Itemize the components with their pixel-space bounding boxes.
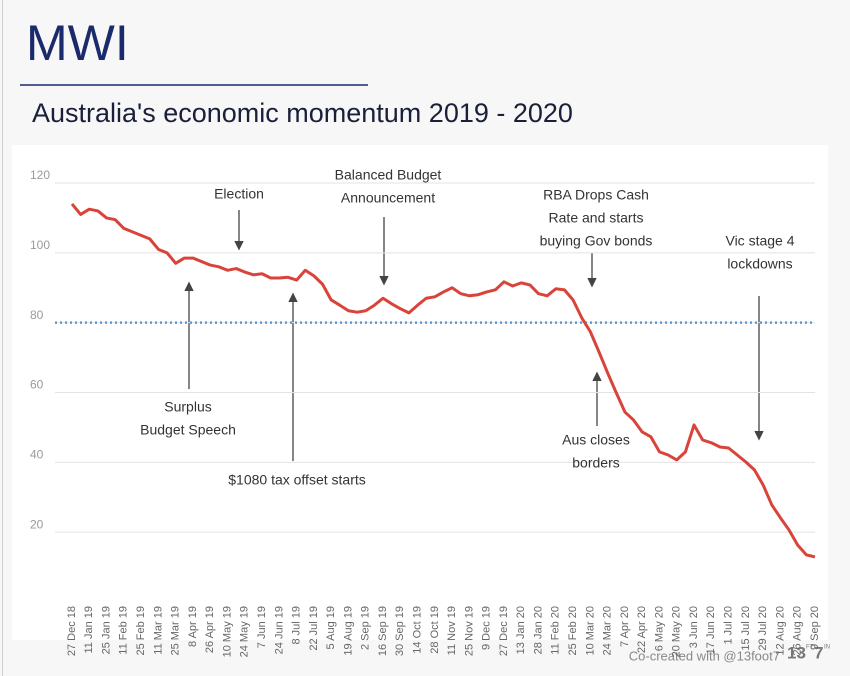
x-tick-label: 26 Apr 19 — [204, 606, 216, 653]
x-tick-label: 8 Apr 19 — [187, 606, 199, 647]
annotation: lockdowns — [727, 256, 792, 272]
annotation: Announcement — [341, 190, 435, 206]
x-tick-label: 13 Jan 20 — [515, 606, 527, 654]
x-tick-label: 22 Jul 19 — [308, 606, 320, 651]
x-tick-label: 6 May 20 — [653, 606, 665, 651]
y-tick-label: 100 — [30, 238, 50, 252]
x-tick-label: 7 Jun 19 — [256, 606, 268, 648]
x-tick-label: 27 Dec 19 — [498, 606, 510, 656]
x-tick-label: 25 Mar 19 — [170, 606, 182, 656]
x-tick-label: 10 May 19 — [221, 606, 233, 657]
x-tick-label: 7 Apr 20 — [619, 606, 631, 647]
annotation: Balanced Budget — [335, 167, 442, 183]
annotation: Aus closes — [562, 432, 630, 448]
annotation: Budget Speech — [140, 422, 236, 438]
logo-text: FT — [806, 645, 814, 651]
x-tick-label: 28 Jan 20 — [532, 606, 544, 654]
annotation: Vic stage 4 — [725, 233, 794, 249]
x-tick-label: 20 May 20 — [671, 606, 683, 657]
x-tick-label: 27 Dec 18 — [66, 606, 78, 656]
annotation-arrows — [184, 210, 764, 461]
annotation: Surplus — [164, 399, 211, 415]
logo-text: 7 — [814, 643, 823, 662]
y-tick-label: 20 — [30, 517, 44, 531]
x-tick-label: 2 Sep 19 — [360, 606, 372, 650]
annotation: borders — [572, 455, 619, 471]
x-tick-label: 25 Jan 19 — [100, 606, 112, 654]
x-tick-label: 11 Feb 20 — [550, 606, 562, 655]
y-tick-label: 40 — [30, 448, 44, 462]
x-tick-label: 10 Mar 20 — [584, 606, 596, 656]
x-tick-label: 11 Mar 19 — [152, 606, 164, 655]
x-tick-label: 17 Jun 20 — [705, 606, 717, 654]
x-tick-label: 9 Dec 19 — [481, 606, 493, 650]
x-tick-label: 28 Oct 19 — [429, 606, 441, 654]
x-tick-label: 16 Sep 19 — [377, 606, 389, 656]
x-tick-label: 25 Feb 20 — [567, 606, 579, 656]
y-tick-label: 120 — [30, 168, 50, 182]
annotation: RBA Drops Cash — [543, 187, 649, 203]
x-tick-label: 24 Mar 20 — [602, 606, 614, 656]
x-tick-label: 22 Apr 20 — [636, 606, 648, 653]
y-tick-label: 60 — [30, 378, 44, 392]
left-border — [2, 0, 3, 676]
x-tick-label: 9 Sep 20 — [809, 606, 821, 650]
annotation: buying Gov bonds — [540, 233, 653, 249]
x-tick-label: 11 Nov 19 — [446, 606, 458, 655]
footer: Co-created with @13foot7 — [629, 648, 780, 663]
y-tick-label: 80 — [30, 308, 44, 322]
x-tick-label: 12 Aug 20 — [774, 606, 786, 656]
x-tick-label: 19 Aug 19 — [342, 606, 354, 656]
x-tick-label: 26 Aug 20 — [792, 606, 804, 656]
x-tick-label: 29 Jul 20 — [757, 606, 769, 651]
x-tick-label: 5 Aug 19 — [325, 606, 337, 649]
x-tick-label: 30 Sep 19 — [394, 606, 406, 656]
annotation: Election — [214, 186, 264, 202]
data-line — [70, 202, 816, 559]
annotation: Rate and starts — [549, 210, 644, 226]
x-tick-label: 11 Jan 19 — [83, 606, 95, 654]
logo-text: IN — [824, 645, 830, 651]
logo-text: 13 — [787, 643, 806, 662]
x-tick-label: 15 Jul 20 — [740, 606, 752, 651]
x-tick-label: 24 May 19 — [239, 606, 251, 657]
x-tick-label: 25 Feb 19 — [135, 606, 147, 656]
x-tick-label: 14 Oct 19 — [411, 606, 423, 654]
x-tick-label: 24 Jun 19 — [273, 606, 285, 654]
x-tick-label: 8 Jul 19 — [291, 606, 303, 645]
chart-title: MWI — [26, 15, 129, 71]
x-tick-label: 25 Nov 19 — [463, 606, 475, 656]
x-tick-label: 1 Jul 20 — [723, 606, 735, 645]
x-tick-label: 3 Jun 20 — [688, 606, 700, 648]
annotation: $1080 tax offset starts — [228, 472, 366, 488]
chart-subtitle: Australia's economic momentum 2019 - 202… — [32, 98, 573, 128]
x-tick-label: 11 Feb 19 — [118, 606, 130, 655]
